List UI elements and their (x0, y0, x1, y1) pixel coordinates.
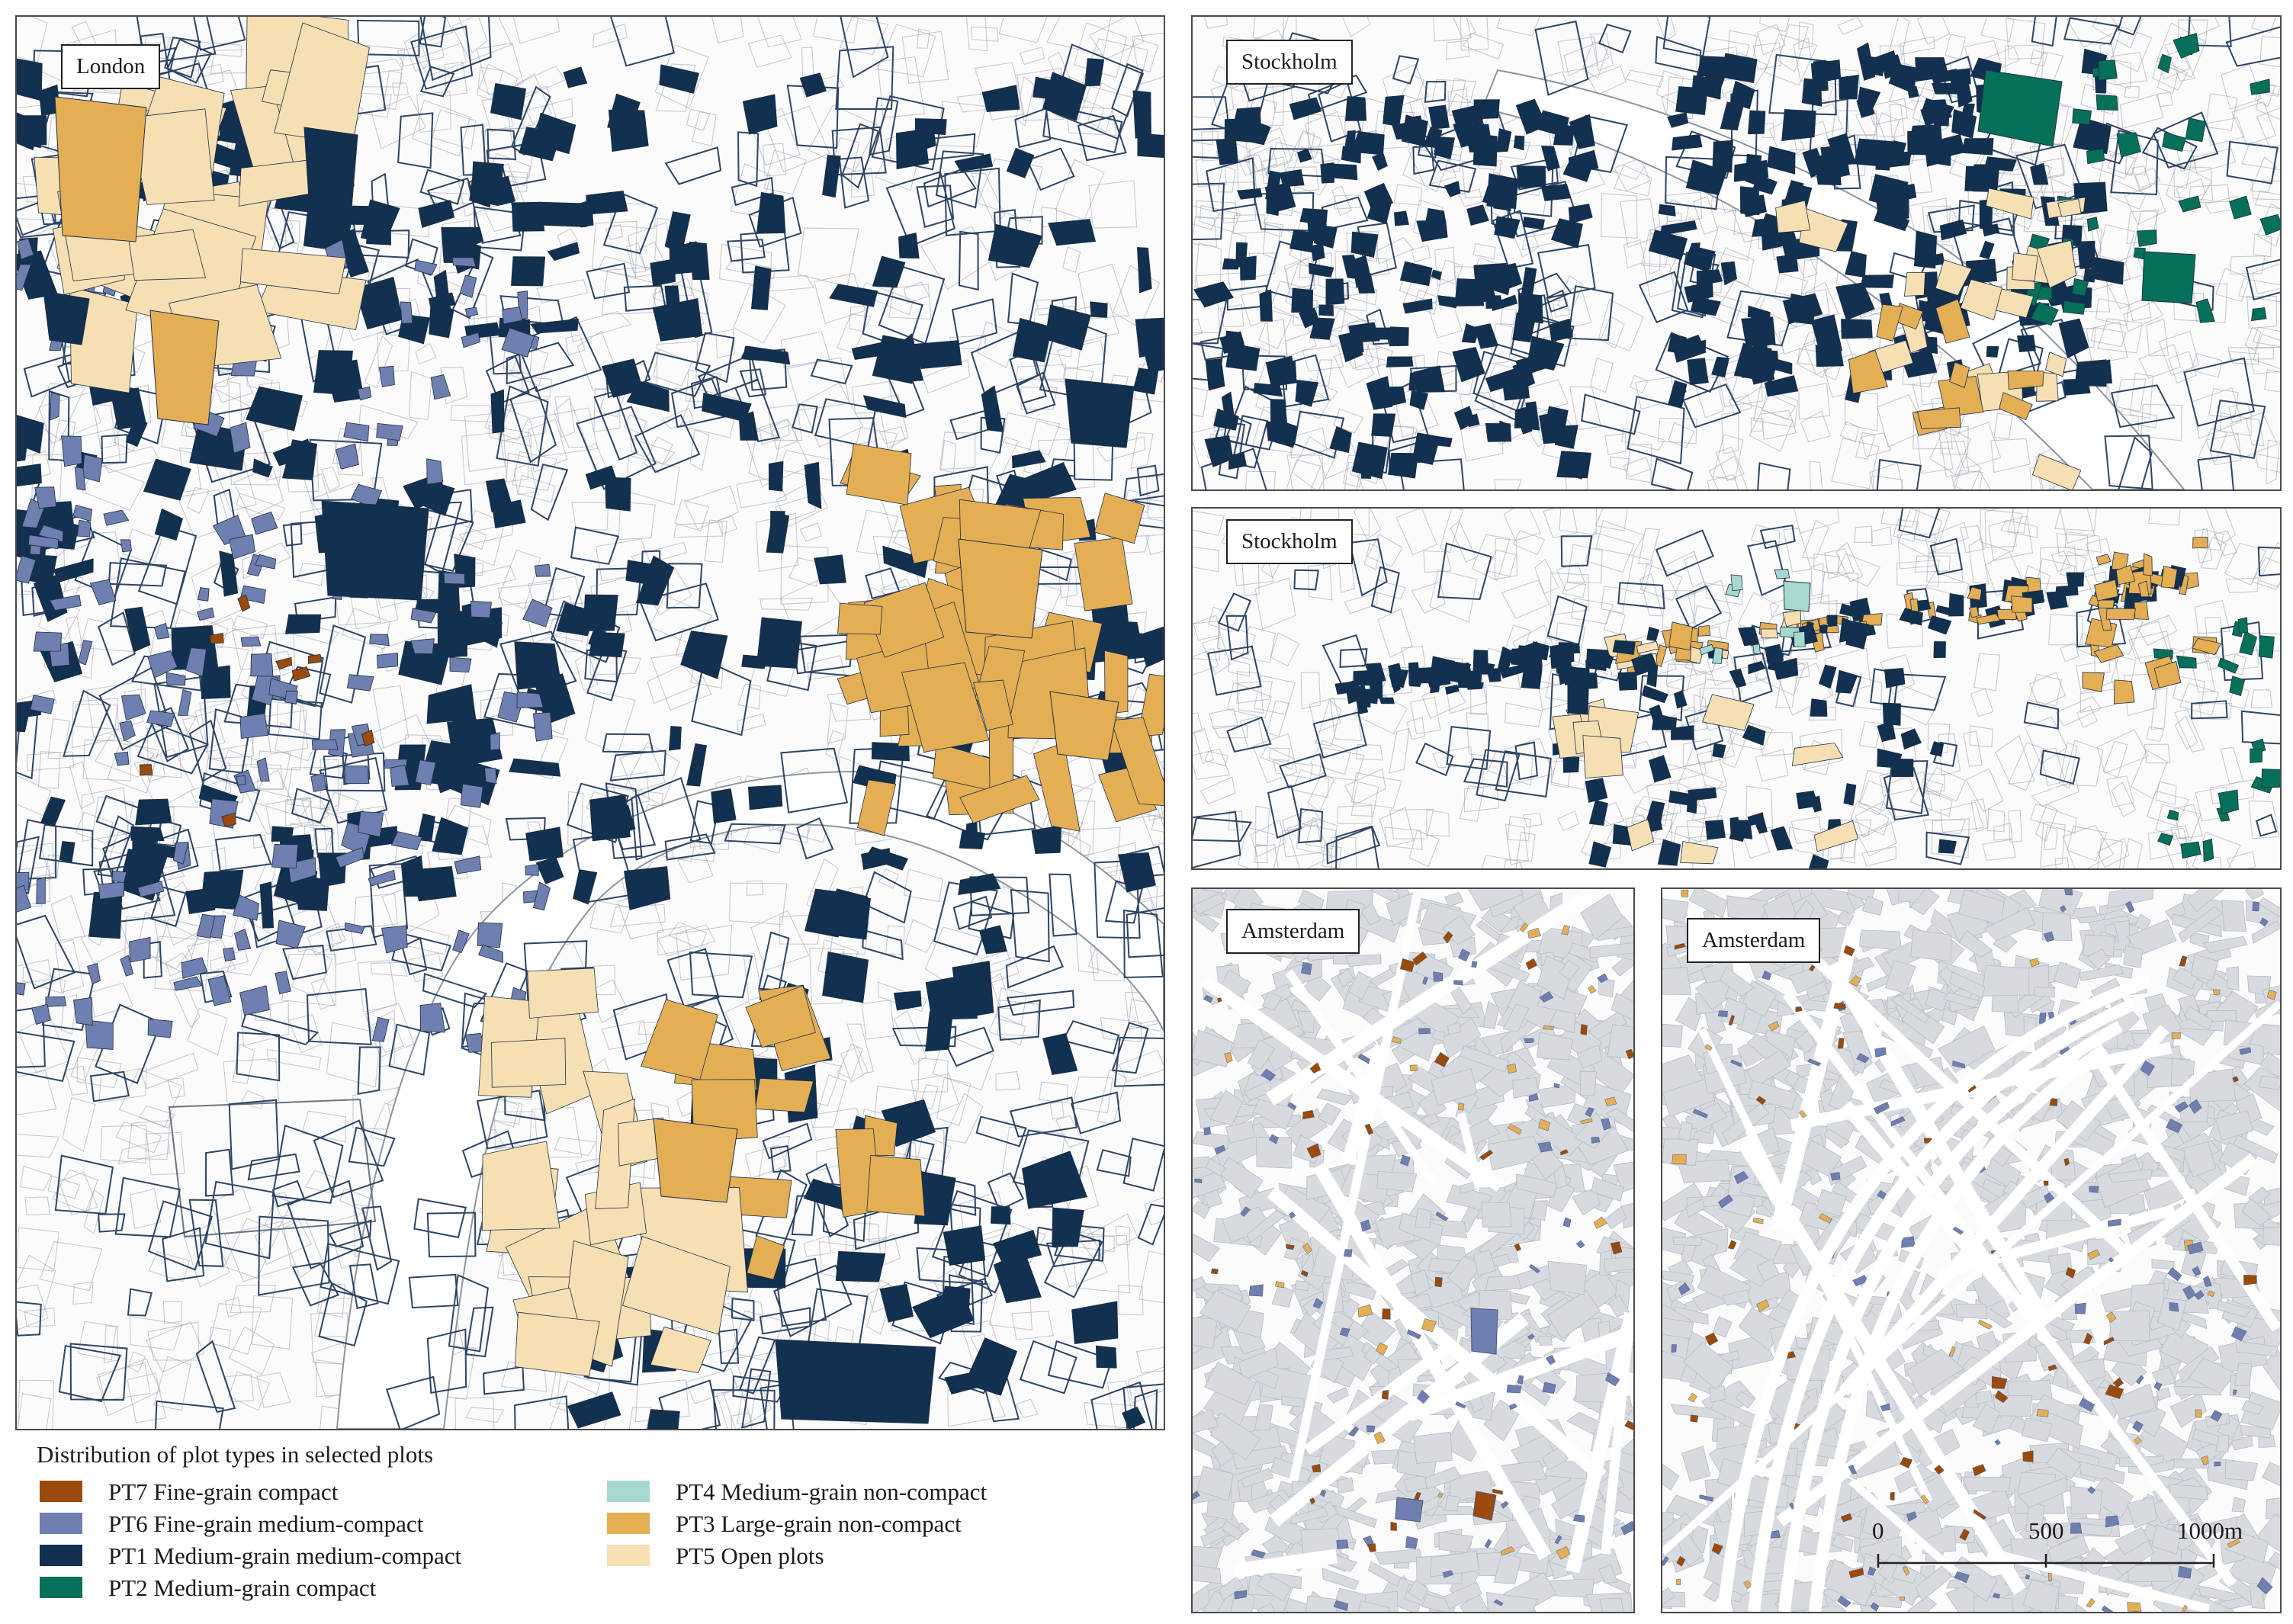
large-plot-pt3 (149, 310, 220, 425)
classified-plots (1552, 536, 2280, 868)
large-plot-pt1 (1567, 666, 1590, 715)
street-corridor-plots (1334, 558, 2199, 714)
scale-bar: 0 500 1000m (1872, 1517, 2253, 1578)
city-label-stockholm-top: Stockholm (1226, 40, 1353, 85)
scale-label-1000m: 1000m (2177, 1517, 2243, 1544)
legend-title: Distribution of plot types in selected p… (37, 1441, 434, 1468)
stockholm-middle-map-panel[interactable]: Stockholm (1191, 507, 2282, 870)
city-label-amsterdam-right: Amsterdam (1687, 918, 1821, 963)
large-plot-pt1 (775, 1339, 936, 1424)
large-plot-pt6 (1395, 1497, 1424, 1523)
scale-bar-graphic (1877, 1554, 2215, 1568)
legend-label-pt7: PT7 Fine-grain compact (108, 1478, 339, 1505)
scale-label-500: 500 (2028, 1517, 2064, 1544)
legend-label-pt5: PT5 Open plots (676, 1542, 824, 1569)
amsterdam-left-map-panel[interactable]: Amsterdam (1191, 887, 1635, 1613)
legend-swatch-pt1 (40, 1545, 82, 1566)
amsterdam-left-map-canvas (1193, 889, 1633, 1612)
legend-swatch-pt5 (607, 1545, 650, 1566)
city-label-london: London (61, 44, 161, 89)
large-plot-pt3 (54, 96, 147, 242)
stockholm-top-map-canvas (1193, 17, 2280, 489)
legend-label-pt3: PT3 Large-grain non-compact (676, 1510, 962, 1537)
river-thames (336, 770, 1164, 1429)
legend-label-pt6: PT6 Fine-grain medium-compact (108, 1510, 424, 1537)
large-plot-pt2 (2141, 251, 2196, 304)
city-label-amsterdam-left: Amsterdam (1226, 909, 1360, 954)
legend-label-pt4: PT4 Medium-grain non-compact (676, 1478, 988, 1505)
large-plot-pt6 (1470, 1308, 1498, 1355)
classified-plots (17, 17, 1164, 1429)
large-plot-pt2 (1977, 69, 2063, 147)
scale-label-0: 0 (1872, 1517, 1884, 1544)
large-plot-pt3 (1049, 691, 1119, 761)
legend-swatch-pt4 (607, 1481, 650, 1502)
large-plot-pt1 (1065, 378, 1135, 448)
large-plot-pt1 (303, 127, 358, 227)
legend-swatch-pt3 (607, 1513, 650, 1534)
legend: Distribution of plot types in selected p… (37, 1441, 1180, 1616)
london-map-canvas (17, 17, 1164, 1429)
legend-swatch-pt2 (40, 1577, 82, 1598)
legend-swatch-pt6 (40, 1513, 82, 1534)
amsterdam-right-map-canvas (1662, 889, 2280, 1612)
large-plot-pt7 (1472, 1491, 1497, 1521)
city-label-stockholm-middle: Stockholm (1226, 519, 1353, 564)
large-plot-pt1 (43, 290, 90, 345)
large-plot-pt4 (1783, 580, 1811, 612)
classified-plots (1193, 916, 1633, 1612)
stockholm-middle-map-canvas (1193, 509, 2280, 868)
large-plot-pt3 (958, 538, 1043, 639)
stockholm-top-map-panel[interactable]: Stockholm (1191, 15, 2282, 491)
large-plot-pt1 (321, 500, 429, 601)
london-map-panel[interactable]: London (15, 15, 1165, 1430)
classified-plots (1193, 33, 2280, 489)
legend-label-pt1: PT1 Medium-grain medium-compact (108, 1542, 462, 1569)
large-plot-pt3 (653, 1118, 738, 1203)
legend-swatch-pt7 (40, 1481, 82, 1502)
amsterdam-right-map-panel[interactable]: Amsterdam (1661, 887, 2282, 1613)
legend-label-pt2: PT2 Medium-grain compact (108, 1574, 377, 1601)
